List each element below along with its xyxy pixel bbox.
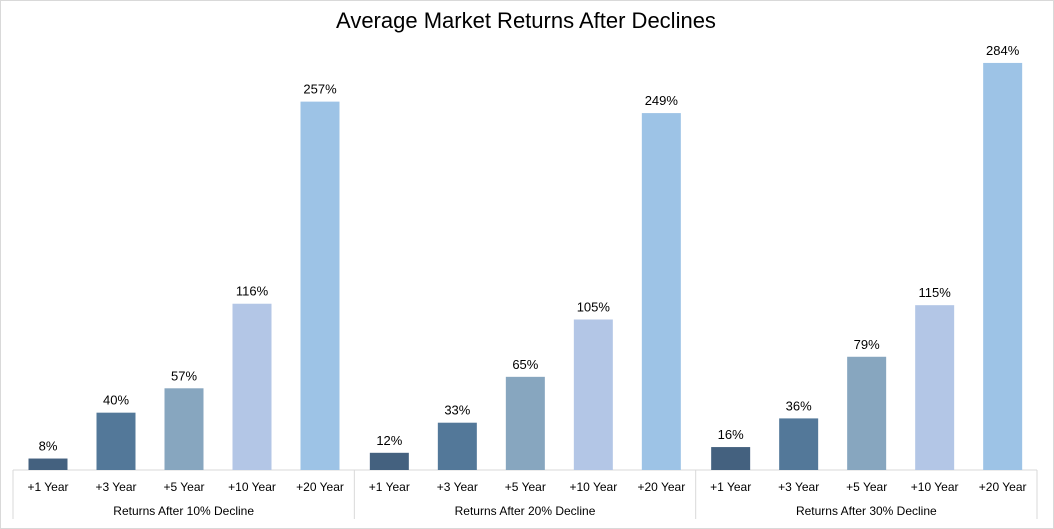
x-tick-label: +10 Year [911,480,959,494]
x-tick-label: +20 Year [637,480,685,494]
bar [711,447,751,470]
data-label: 284% [986,43,1020,58]
bar [915,305,955,470]
x-tick-label: +10 Year [569,480,617,494]
bar [28,458,68,470]
x-group-label: Returns After 30% Decline [796,504,937,518]
data-label: 8% [39,439,58,454]
x-tick-label: +3 Year [437,480,478,494]
data-label: 116% [236,284,269,299]
bar [573,319,613,470]
x-tick-label: +5 Year [505,480,546,494]
data-label: 33% [444,403,470,418]
x-tick-label: +1 Year [27,480,68,494]
bar [779,418,819,470]
data-label: 57% [171,368,197,383]
bar [369,452,409,470]
x-tick-label: +1 Year [710,480,751,494]
bar [983,62,1023,470]
x-tick-label: +20 Year [979,480,1027,494]
data-label: 65% [512,357,538,372]
data-label: 115% [919,285,952,300]
x-tick-label: +3 Year [95,480,136,494]
bar [164,388,204,470]
bar [847,356,887,470]
data-label: 257% [303,82,337,97]
bar [96,412,136,470]
bar [300,101,340,470]
data-label: 36% [786,398,812,413]
data-label: 249% [645,93,679,108]
bar [505,376,545,470]
bar [641,113,681,470]
data-label: 79% [854,337,880,352]
x-tick-label: +3 Year [778,480,819,494]
data-label: 16% [718,427,744,442]
x-tick-label: +20 Year [296,480,344,494]
data-label: 105% [577,300,611,315]
bar [232,303,272,470]
data-label: 40% [103,393,129,408]
x-tick-label: +5 Year [163,480,204,494]
chart-title: Average Market Returns After Declines [336,8,716,33]
data-label: 12% [376,433,402,448]
x-tick-label: +1 Year [369,480,410,494]
bar [437,422,477,470]
x-tick-label: +10 Year [228,480,276,494]
x-group-label: Returns After 20% Decline [455,504,596,518]
x-group-label: Returns After 10% Decline [113,504,254,518]
x-tick-label: +5 Year [846,480,887,494]
